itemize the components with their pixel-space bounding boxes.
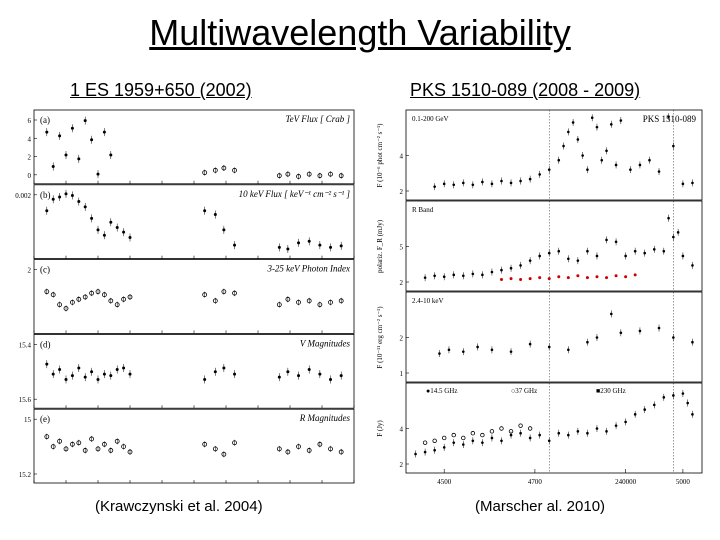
svg-text:5: 5 — [400, 244, 404, 252]
svg-text:F (10⁻¹¹ erg cm⁻² s⁻¹): F (10⁻¹¹ erg cm⁻² s⁻¹) — [376, 306, 384, 369]
svg-text:4500: 4500 — [437, 478, 452, 486]
svg-text:5000: 5000 — [676, 478, 691, 486]
svg-text:F (10⁻⁶ phot cm⁻² s⁻¹): F (10⁻⁶ phot cm⁻² s⁻¹) — [376, 123, 384, 188]
svg-text:2: 2 — [400, 461, 404, 469]
right-subtitle: PKS 1510-089 (2008 - 2009) — [410, 80, 640, 101]
svg-text:4700: 4700 — [528, 478, 543, 486]
svg-text:●14.5 GHz: ●14.5 GHz — [426, 387, 457, 395]
svg-text:15.4: 15.4 — [19, 341, 32, 349]
svg-text:0: 0 — [28, 172, 32, 180]
svg-text:PKS 1510-089: PKS 1510-089 — [643, 114, 697, 124]
svg-text:6: 6 — [28, 117, 32, 125]
svg-text:V Magnitudes: V Magnitudes — [300, 338, 351, 348]
svg-text:F (Jy): F (Jy) — [376, 420, 384, 437]
svg-text:0.1-200 GeV: 0.1-200 GeV — [412, 115, 449, 123]
right-figure: PKS 1510-089 0.1-200 GeV F (10⁻⁶ phot cm⁻²… — [370, 108, 710, 490]
svg-text:15.6: 15.6 — [19, 396, 32, 404]
left-subtitle: 1 ES 1959+650 (2002) — [70, 80, 252, 101]
svg-text:(a): (a) — [40, 115, 50, 125]
left-figure: (a) TeV Flux [ Crab ] 6 4 2 0 (b) 10 keV Flux [… — [4, 108, 362, 490]
svg-text:2.4-10 keV: 2.4-10 keV — [412, 297, 444, 305]
svg-text:2: 2 — [400, 279, 404, 287]
svg-text:2: 2 — [28, 267, 32, 275]
svg-text:○37 GHz: ○37 GHz — [511, 387, 537, 395]
svg-text:4: 4 — [400, 153, 404, 161]
svg-text:2: 2 — [400, 335, 404, 343]
svg-text:1: 1 — [400, 370, 404, 378]
svg-text:■230 GHz: ■230 GHz — [596, 387, 626, 395]
svg-text:0.002: 0.002 — [15, 192, 31, 200]
svg-text:R Magnitudes: R Magnitudes — [299, 413, 351, 423]
svg-text:R Band: R Band — [412, 206, 434, 214]
svg-text:240000: 240000 — [615, 478, 637, 486]
svg-text:4: 4 — [28, 135, 32, 143]
svg-text:(e): (e) — [40, 414, 50, 424]
svg-text:15: 15 — [24, 416, 32, 424]
svg-text:2: 2 — [28, 154, 32, 162]
svg-text:15.2: 15.2 — [19, 471, 32, 479]
svg-text:4: 4 — [400, 426, 404, 434]
svg-text:TeV Flux [ Crab ]: TeV Flux [ Crab ] — [285, 114, 350, 124]
svg-text:polariz. F_R (mJy): polariz. F_R (mJy) — [376, 219, 384, 273]
svg-text:(c): (c) — [40, 265, 50, 275]
left-caption: (Krawczynski et al. 2004) — [95, 498, 263, 515]
slide-title: Multiwavelength Variability — [0, 12, 720, 54]
svg-text:10 keV Flux [ keV⁻¹ cm⁻² s⁻¹ ]: 10 keV Flux [ keV⁻¹ cm⁻² s⁻¹ ] — [239, 189, 351, 199]
right-caption: (Marscher al. 2010) — [475, 498, 605, 515]
svg-text:2: 2 — [400, 188, 404, 196]
svg-text:3-25 keV Photon Index: 3-25 keV Photon Index — [266, 264, 350, 274]
svg-text:(b): (b) — [40, 190, 51, 200]
svg-text:(d): (d) — [40, 339, 51, 349]
